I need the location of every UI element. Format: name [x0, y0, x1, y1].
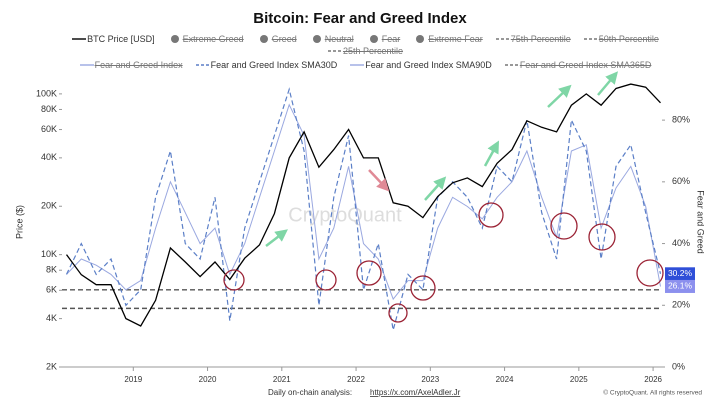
legend-label: Fear and Greed Index SMA90D	[365, 60, 492, 70]
legend-marker	[259, 35, 268, 43]
legend-marker	[504, 64, 519, 66]
footer-text: Daily on-chain analysis:	[268, 388, 352, 397]
legend-label: 25th Percentile	[342, 46, 404, 56]
y2-tick-label: 20%	[672, 300, 690, 310]
legend-marker	[79, 64, 94, 66]
x-tick-label: 2026	[644, 375, 662, 384]
legend-item[interactable]: 50th Percentile	[583, 34, 659, 44]
legend-marker	[327, 50, 342, 52]
series-line	[65, 83, 661, 327]
legend-marker	[369, 35, 378, 43]
legend-item[interactable]: Greed	[256, 34, 297, 44]
legend: BTC Price [USD] Extreme Greed Greed Neutral…	[40, 34, 690, 70]
legend-item[interactable]: Fear	[366, 34, 401, 44]
end-label: 26.1%	[668, 281, 693, 291]
legend-label: Greed	[271, 34, 297, 44]
chart-title: Bitcoin: Fear and Greed Index	[253, 10, 467, 27]
legend-item[interactable]: Extreme Fear	[412, 34, 483, 44]
trend-arrows	[265, 71, 619, 247]
y-tick-label: 100K	[36, 88, 57, 98]
end-badge: 26.1%	[665, 279, 695, 293]
x-tick-label: 2023	[421, 375, 439, 384]
x-tick-label: 2022	[347, 375, 365, 384]
legend-label: 75th Percentile	[510, 34, 571, 44]
legend-marker	[72, 38, 87, 40]
watermark: CryptoQuant	[288, 204, 402, 226]
x-tick-label: 2024	[496, 375, 514, 384]
copyright: © CryptoQuant. All rights reserved	[603, 389, 702, 397]
legend-marker	[195, 64, 210, 66]
legend-label: Extreme Fear	[428, 34, 483, 44]
highlight-circles	[223, 202, 664, 323]
legend-item[interactable]: Fear and Greed Index SMA30D	[195, 60, 338, 70]
legend-marker	[170, 35, 179, 43]
x-tick-label: 2019	[124, 375, 142, 384]
end-badge-bg	[665, 267, 695, 281]
legend-marker	[312, 35, 321, 43]
y-tick-label: 6K	[46, 285, 57, 295]
legend-label: Fear	[381, 34, 401, 44]
legend-item[interactable]: BTC Price [USD]	[71, 34, 155, 44]
y-axis-label: Price ($)	[14, 205, 24, 239]
y2-tick-label: 40%	[672, 238, 690, 248]
end-label: 30.2%	[668, 268, 693, 278]
y-tick-label: 60K	[41, 124, 57, 134]
legend-item[interactable]: Fear and Greed Index SMA365D	[504, 60, 652, 70]
legend-marker	[416, 35, 425, 43]
legend-label: Fear and Greed Index	[94, 60, 183, 70]
legend-label: Fear and Greed Index SMA30D	[210, 60, 338, 70]
legend-label: Fear and Greed Index SMA365D	[519, 60, 652, 70]
y2-tick-label: 80%	[672, 114, 690, 124]
x-tick-label: 2025	[570, 375, 588, 384]
y-tick-label: 80K	[41, 104, 57, 114]
x-tick-label: 2021	[273, 375, 291, 384]
end-badge-bg	[665, 279, 695, 293]
y-tick-label: 40K	[41, 152, 57, 162]
legend-label: Extreme Greed	[182, 34, 244, 44]
legend-item[interactable]: 25th Percentile	[327, 46, 403, 56]
y-tick-label: 20K	[41, 201, 57, 211]
y2-tick-label: 0%	[672, 361, 685, 371]
y-tick-label: 4K	[46, 313, 57, 323]
legend-label: Neutral	[324, 34, 354, 44]
legend-item[interactable]: Fear and Greed Index SMA90D	[349, 60, 492, 70]
end-badge: 30.2%	[665, 267, 695, 281]
legend-marker	[583, 38, 598, 40]
legend-item[interactable]: Neutral	[309, 34, 354, 44]
series-line	[66, 103, 661, 301]
footer-link[interactable]: https://x.com/AxelAdler.Jr	[370, 388, 461, 397]
y-tick-label: 2K	[46, 361, 57, 371]
legend-marker	[350, 64, 365, 66]
legend-item[interactable]: 75th Percentile	[495, 34, 571, 44]
legend-label: 50th Percentile	[598, 34, 659, 44]
y2-axis-label: Fear and Greed	[696, 190, 706, 254]
legend-marker	[495, 38, 510, 40]
x-tick-label: 2020	[199, 375, 217, 384]
legend-label: BTC Price [USD]	[87, 34, 155, 44]
legend-item[interactable]: Fear and Greed Index	[79, 60, 183, 70]
y2-tick-label: 60%	[672, 176, 690, 186]
legend-item[interactable]: Extreme Greed	[167, 34, 244, 44]
y-tick-label: 8K	[46, 265, 57, 275]
y-tick-label: 10K	[41, 249, 57, 259]
